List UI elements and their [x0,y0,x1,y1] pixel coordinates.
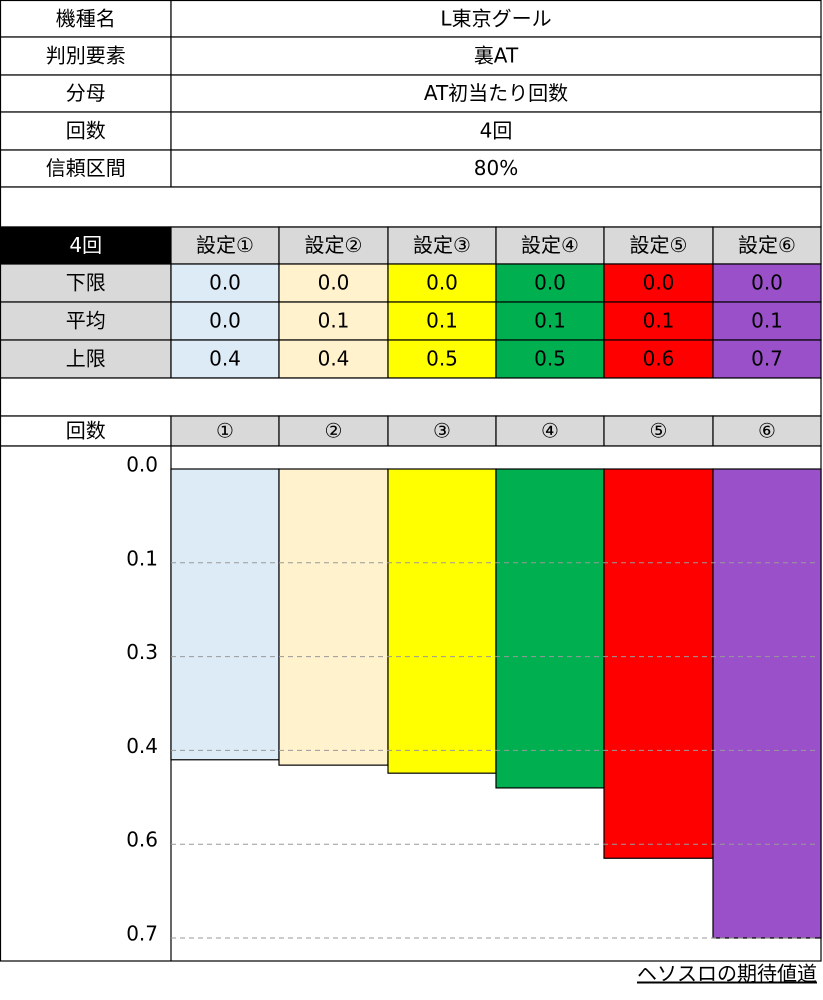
table-cell-bg [712,263,822,303]
x-tick-label-bg [387,415,497,447]
table-cell: 0.4 [209,347,241,371]
y-tick-label: 0.4 [126,734,158,758]
info-label-bg [0,36,172,76]
table-cell: 0.1 [426,309,458,333]
info-label: 信頼区間 [46,156,126,180]
column-header: 設定④ [521,233,579,257]
table-cell: 0.0 [426,271,458,295]
y-tick-label: 0.1 [126,546,158,570]
blank-row-bg [0,377,822,417]
table-cell: 0.0 [643,271,675,295]
bar [387,468,497,774]
row-label: 下限 [66,271,106,295]
x-tick-label: ① [216,419,234,443]
x-tick-label-bg [712,415,822,447]
column-header-bg [170,226,280,265]
info-label-bg [0,0,172,38]
y-tick-label: 0.6 [126,828,158,852]
x-tick-label-bg [170,415,280,447]
blank-row-bg [0,186,822,228]
table-cell-bg [387,263,497,303]
x-axis-label-bg [0,415,172,447]
table-cell-bg [278,263,389,303]
table-cell: 0.1 [643,309,675,333]
bar [278,468,389,766]
column-header: 設定⑥ [738,233,796,257]
table-cell: 0.6 [643,347,675,371]
info-value: 80% [474,156,518,180]
x-tick-label: ⑤ [650,419,668,443]
table-cell-bg [495,263,605,303]
bar [495,468,605,789]
table-cell-bg [603,339,714,379]
table-cell-bg [170,263,280,303]
bar [170,468,280,761]
table-corner: 4回 [69,233,102,257]
footer: ヘソスロの期待値道 [637,962,817,986]
info-label: 機種名 [56,6,116,30]
column-header-bg [603,226,714,265]
info-value-bg [170,111,822,151]
table-cell-bg [603,263,714,303]
info-value: 4回 [480,119,513,143]
info-value-bg [170,0,822,38]
column-header-bg [712,226,822,265]
x-tick-label: ④ [541,419,559,443]
y-tick-label: 0.0 [126,453,158,477]
table-cell: 0.0 [534,271,566,295]
table-cell: 0.5 [534,347,566,371]
table-cell: 0.0 [751,271,783,295]
table-cell: 0.4 [318,347,350,371]
x-tick-label: ② [325,419,343,443]
table-cell-bg [495,301,605,341]
column-header: 設定⑤ [630,233,688,257]
column-header: 設定① [196,233,254,257]
info-label: 回数 [66,119,106,143]
table-cell-bg [495,339,605,379]
info-label: 分母 [66,81,106,105]
x-axis-label: 回数 [66,419,106,443]
table-cell: 0.0 [209,309,241,333]
info-value-bg [170,36,822,76]
info-value-bg [170,74,822,113]
table-cell: 0.7 [751,347,783,371]
info-label: 判別要素 [46,44,126,68]
row-label: 平均 [66,309,106,333]
info-value-bg [170,149,822,188]
x-tick-label: ⑥ [758,419,776,443]
table-cell: 0.5 [426,347,458,371]
info-value: AT初当たり回数 [424,81,568,105]
row-label-bg [0,263,172,303]
table-cell: 0.1 [534,309,566,333]
table-cell-bg [712,301,822,341]
table-cell: 0.1 [751,309,783,333]
info-value: 裏AT [474,44,519,68]
x-tick-label: ③ [433,419,451,443]
table-cell: 0.0 [209,271,241,295]
table-cell: 0.0 [318,271,350,295]
column-header: 設定② [305,233,363,257]
table-cell-bg [278,301,389,341]
y-tick-label: 0.7 [126,922,158,946]
y-tick-label: 0.3 [126,640,158,664]
bar [712,468,822,939]
column-header: 設定③ [413,233,471,257]
bar [603,468,714,859]
table-cell-bg [387,301,497,341]
info-value: L東京グール [440,6,551,30]
row-label: 上限 [66,347,106,371]
table-cell: 0.1 [318,309,350,333]
row-label-bg [0,301,172,341]
column-header-bg [387,226,497,265]
